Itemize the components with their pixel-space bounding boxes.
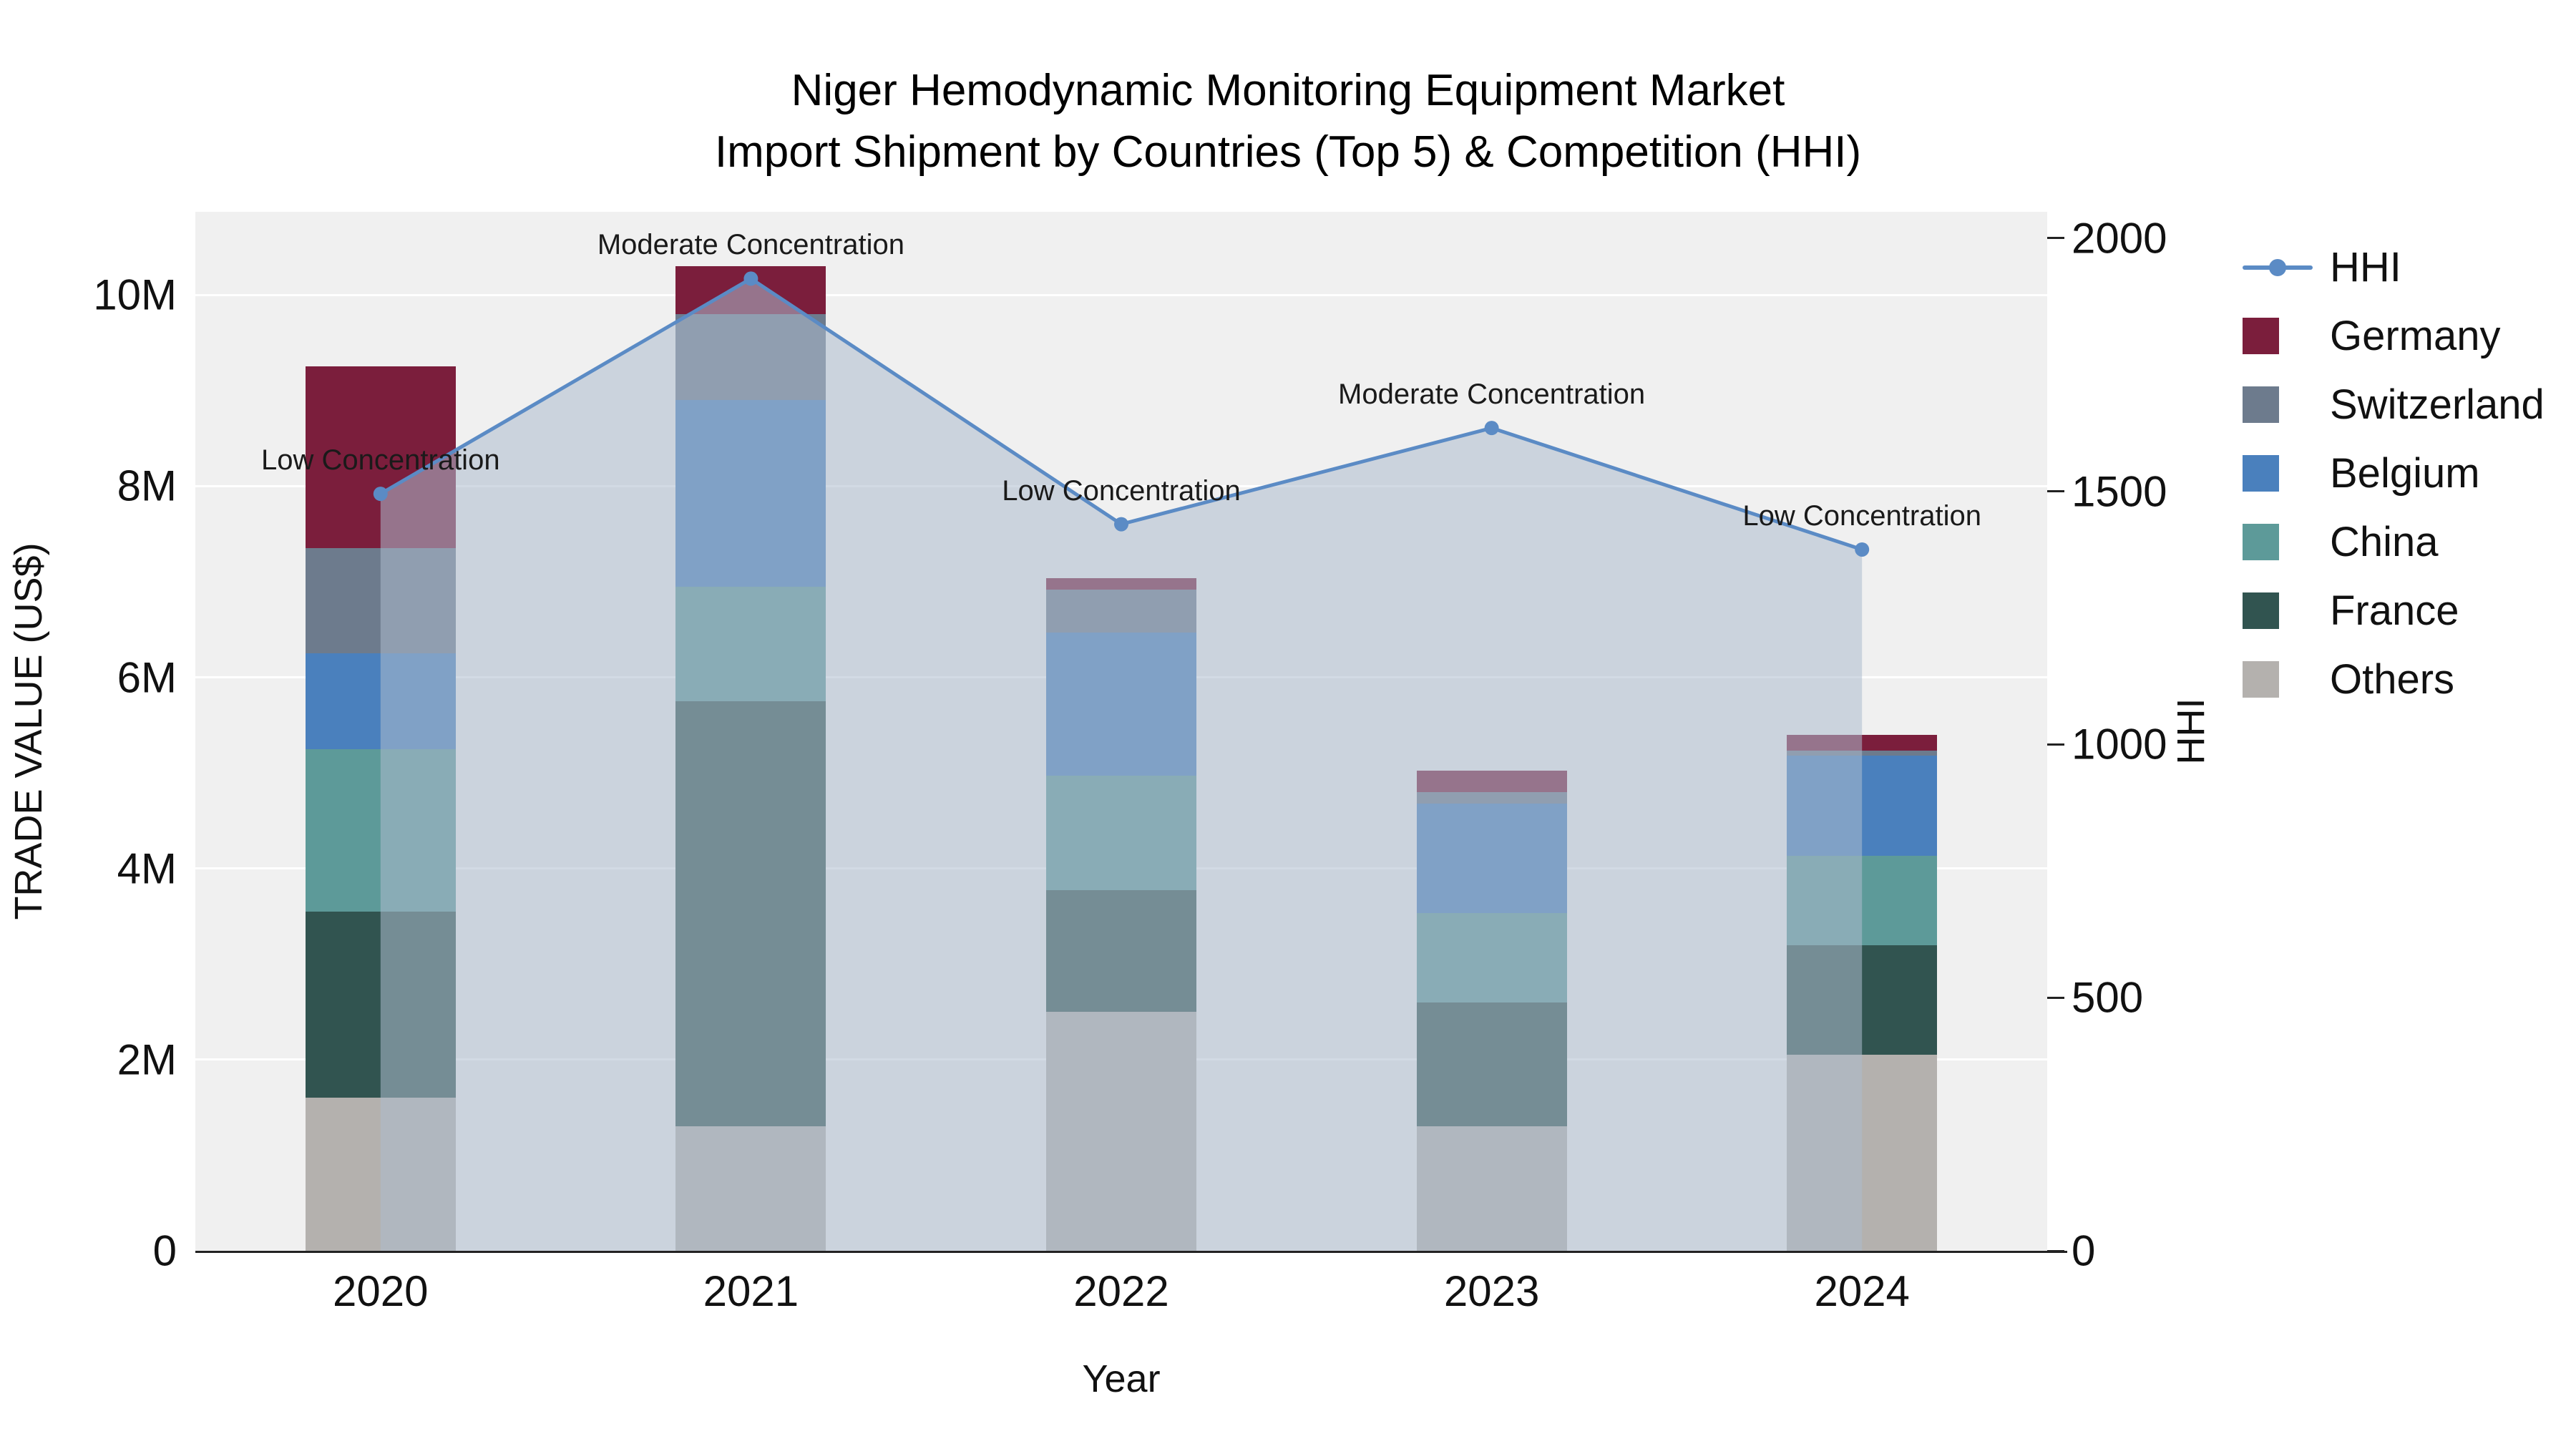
plot-area: Low Concentration Moderate Concentration L… xyxy=(195,212,2047,1251)
china-color-swatch xyxy=(2243,524,2279,560)
ytickmark-right-2000 xyxy=(2047,237,2064,240)
gridline-y-8M xyxy=(195,484,2047,487)
legend-swatch-col-china xyxy=(2243,523,2313,560)
xtick-2021: 2021 xyxy=(703,1267,799,1315)
legend-label-france: France xyxy=(2330,587,2459,634)
legend-swatch-col-hhi xyxy=(2243,248,2313,286)
ytickmark-right-1000 xyxy=(2047,743,2064,746)
ytick-left-2M: 2M xyxy=(117,1035,177,1084)
legend-label-hhi: HHI xyxy=(2330,243,2401,291)
annotation-2020: Low Concentration xyxy=(261,444,500,477)
hhi-marker-2020 xyxy=(373,487,388,502)
ytickmark-right-1500 xyxy=(2047,490,2064,493)
legend-swatch-col-belgium xyxy=(2243,454,2313,492)
hhi-marker-2022 xyxy=(1114,517,1128,532)
hhi-line-swatch xyxy=(2243,259,2313,276)
x-axis-line xyxy=(195,1251,2067,1253)
ytick-left-10M: 10M xyxy=(93,270,177,319)
legend-item-germany[interactable]: Germany xyxy=(2243,301,2545,370)
hhi-marker-2023 xyxy=(1484,421,1499,436)
ytick-right-0: 0 xyxy=(2072,1226,2096,1275)
ytickmark-right-500 xyxy=(2047,996,2064,999)
xtick-2024: 2024 xyxy=(1814,1267,1910,1315)
ytick-right-500: 500 xyxy=(2072,973,2144,1022)
legend-label-switzerland: Switzerland xyxy=(2330,381,2545,428)
belgium-color-swatch xyxy=(2243,455,2279,492)
xtick-2023: 2023 xyxy=(1443,1267,1540,1315)
ytick-right-2000: 2000 xyxy=(2072,214,2167,263)
ytick-right-1500: 1500 xyxy=(2072,467,2167,516)
annotation-2022: Low Concentration xyxy=(1002,474,1241,507)
germany-color-swatch xyxy=(2243,318,2279,354)
chart-title: Niger Hemodynamic Monitoring Equipment M… xyxy=(0,60,2576,182)
y-axis-right-title: HHI xyxy=(2170,698,2212,765)
ytick-left-4M: 4M xyxy=(117,844,177,893)
xtick-2020: 2020 xyxy=(333,1267,429,1315)
france-color-swatch xyxy=(2243,592,2279,629)
annotation-2021: Moderate Concentration xyxy=(597,229,904,261)
hhi-area-fill xyxy=(380,278,1863,1251)
switzerland-color-swatch xyxy=(2243,386,2279,423)
ytick-left-8M: 8M xyxy=(117,462,177,510)
gridline-y-10M xyxy=(195,293,2047,296)
legend-item-belgium[interactable]: Belgium xyxy=(2243,439,2545,507)
hhi-line-layer xyxy=(373,271,1870,1251)
ytick-left-0: 0 xyxy=(152,1226,177,1275)
y-axis-left-title: TRADE VALUE (US$) xyxy=(7,542,50,920)
legend-item-hhi[interactable]: HHI xyxy=(2243,233,2545,301)
legend-label-china: China xyxy=(2330,518,2439,565)
xtick-2022: 2022 xyxy=(1073,1267,1169,1315)
annotation-2023: Moderate Concentration xyxy=(1338,379,1646,411)
legend-item-others[interactable]: Others xyxy=(2243,645,2545,713)
hhi-marker-2024 xyxy=(1855,542,1870,557)
legend-swatch-col-france xyxy=(2243,592,2313,629)
others-color-swatch xyxy=(2243,661,2279,698)
hhi-marker-swatch xyxy=(2269,259,2286,276)
legend-swatch-col-others xyxy=(2243,660,2313,698)
legend-label-others: Others xyxy=(2330,655,2455,703)
chart-title-line1: Niger Hemodynamic Monitoring Equipment M… xyxy=(791,66,1785,115)
legend-item-china[interactable]: China xyxy=(2243,507,2545,576)
legend-swatch-col-switzerland xyxy=(2243,386,2313,423)
legend-swatch-col-germany xyxy=(2243,317,2313,354)
x-axis-title: Year xyxy=(1082,1357,1161,1400)
chart-title-line2: Import Shipment by Countries (Top 5) & C… xyxy=(714,127,1862,177)
legend: HHI Germany Switzerland Belgium China France O… xyxy=(2243,233,2545,713)
annotation-2024: Low Concentration xyxy=(1742,499,1981,532)
ytick-right-1000: 1000 xyxy=(2072,720,2167,769)
hhi-marker-2021 xyxy=(743,271,758,286)
legend-label-germany: Germany xyxy=(2330,312,2501,359)
legend-item-france[interactable]: France xyxy=(2243,576,2545,645)
ytick-left-6M: 6M xyxy=(117,653,177,702)
legend-item-switzerland[interactable]: Switzerland xyxy=(2243,370,2545,439)
legend-label-belgium: Belgium xyxy=(2330,449,2480,497)
